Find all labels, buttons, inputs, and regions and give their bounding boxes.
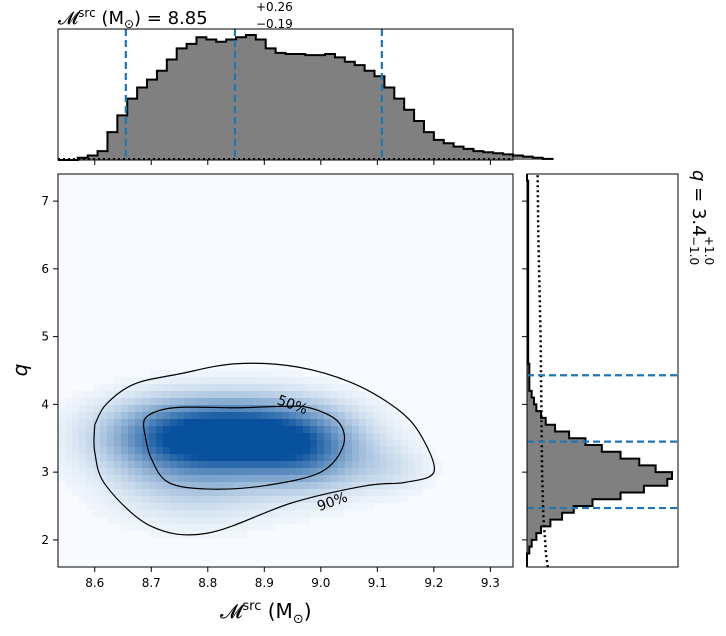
q-histogram-outline: [526, 174, 673, 567]
y-tick-label: 3: [41, 465, 49, 479]
x-tick-label: 8.7: [142, 576, 161, 590]
right-title-plus: +1.0: [702, 236, 716, 265]
x-tick-label: 9.0: [311, 576, 330, 590]
x-tick-label: 8.9: [255, 576, 274, 590]
top-panel-frame: [57, 28, 514, 161]
right-histogram-panel: [522, 173, 679, 568]
x-tick-label: 9.3: [481, 576, 500, 590]
right-title-minus: −1.0: [687, 236, 701, 265]
q-histogram-fill: [527, 174, 672, 567]
right-panel-title: q = 3.4: [688, 170, 709, 237]
x-tick-label: 9.2: [424, 576, 443, 590]
joint-panel-frame: [57, 173, 514, 568]
x-tick-label: 8.6: [85, 576, 104, 590]
top-histogram-panel: [57, 28, 554, 165]
top-title-plus: +0.26: [256, 0, 293, 14]
y-axis-label: q: [8, 364, 32, 377]
contour-50: [142, 405, 346, 490]
x-tick-label: 9.1: [368, 576, 387, 590]
top-panel-title: 𝓜src (M⊙) = 8.85: [58, 6, 208, 31]
contour-90: [93, 362, 436, 536]
x-histogram-outline: [58, 34, 554, 161]
q-prior-line: [536, 173, 550, 568]
y-tick-label: 2: [41, 533, 49, 547]
y-tick-label: 7: [41, 194, 49, 208]
right-panel-frame: [526, 173, 679, 568]
x-histogram-fill: [58, 35, 553, 160]
y-tick-label: 4: [41, 397, 49, 411]
y-tick-label: 6: [41, 262, 49, 276]
x-tick-label: 8.8: [198, 576, 217, 590]
x-axis-label: 𝓜src (M⊙): [220, 599, 312, 627]
top-title-minus: −0.19: [256, 17, 293, 31]
y-tick-label: 5: [41, 330, 49, 344]
